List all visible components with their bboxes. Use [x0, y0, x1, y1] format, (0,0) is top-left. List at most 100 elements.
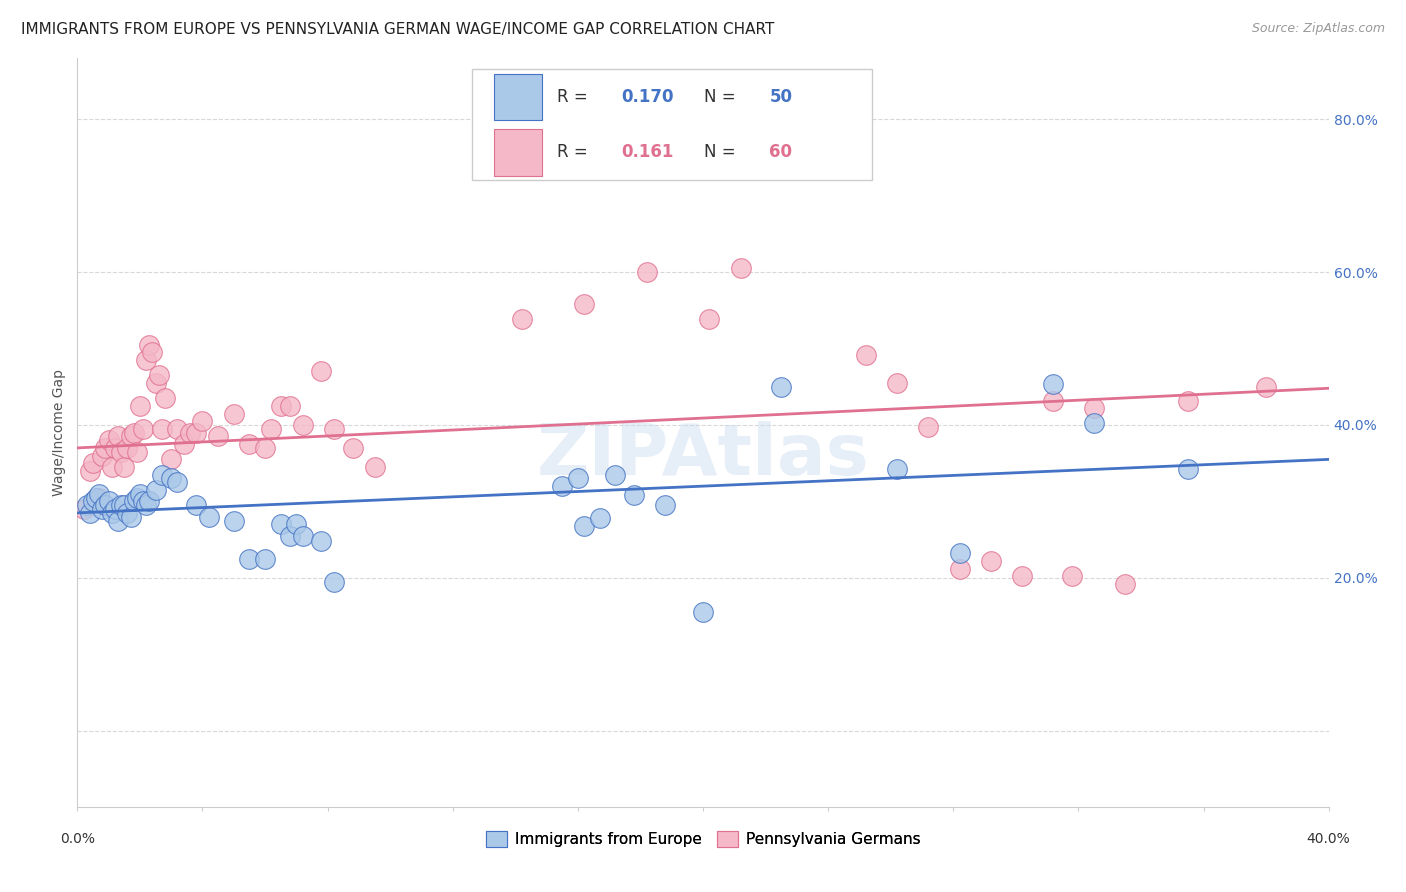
Point — [917, 419, 939, 434]
Text: R =: R = — [557, 88, 592, 106]
Point — [730, 261, 752, 276]
Point — [89, 487, 111, 501]
Point — [110, 498, 132, 512]
Point — [79, 464, 101, 478]
Point — [1177, 393, 1199, 408]
Point — [107, 514, 129, 528]
Text: IMMIGRANTS FROM EUROPE VS PENNSYLVANIA GERMAN WAGE/INCOME GAP CORRELATION CHART: IMMIGRANTS FROM EUROPE VS PENNSYLVANIA G… — [21, 22, 775, 37]
Point — [855, 348, 877, 362]
Point — [572, 519, 595, 533]
Point — [342, 441, 364, 455]
Text: 0.161: 0.161 — [621, 144, 673, 161]
Point — [79, 506, 101, 520]
Point — [117, 441, 139, 455]
Point — [278, 529, 301, 543]
Point — [623, 488, 645, 502]
Point — [110, 444, 132, 458]
Point — [311, 364, 333, 378]
Point — [605, 467, 627, 482]
Point — [510, 312, 533, 326]
Point — [145, 376, 167, 390]
Text: N =: N = — [704, 88, 741, 106]
Point — [72, 502, 94, 516]
Point — [132, 494, 155, 508]
Point — [692, 605, 714, 619]
Point — [654, 498, 676, 512]
Point — [91, 449, 114, 463]
Point — [141, 345, 163, 359]
Text: Source: ZipAtlas.com: Source: ZipAtlas.com — [1251, 22, 1385, 36]
Point — [150, 422, 173, 436]
Point — [104, 502, 127, 516]
Point — [1254, 380, 1277, 394]
Point — [76, 498, 98, 512]
Point — [100, 506, 122, 520]
Point — [207, 429, 229, 443]
Point — [107, 429, 129, 443]
FancyBboxPatch shape — [494, 129, 541, 176]
Point — [94, 498, 117, 512]
Point — [179, 425, 201, 440]
Point — [948, 546, 970, 560]
Point — [138, 494, 160, 508]
Point — [278, 399, 301, 413]
Point — [166, 475, 188, 490]
Point — [238, 551, 260, 566]
Point — [153, 391, 176, 405]
Point — [270, 399, 292, 413]
Point — [160, 452, 183, 467]
Point — [1011, 569, 1033, 583]
Point — [125, 491, 148, 505]
Point — [104, 441, 127, 455]
Point — [191, 414, 214, 428]
Point — [197, 509, 219, 524]
Point — [886, 462, 908, 476]
Point — [886, 376, 908, 390]
Point — [238, 437, 260, 451]
Point — [222, 514, 245, 528]
Point — [135, 353, 157, 368]
Point — [948, 562, 970, 576]
Point — [589, 511, 612, 525]
Point — [94, 441, 117, 455]
Point — [311, 534, 333, 549]
Point — [120, 429, 142, 443]
Point — [89, 491, 111, 505]
Point — [150, 467, 173, 482]
Point — [980, 554, 1002, 568]
Point — [291, 529, 314, 543]
Point — [285, 517, 308, 532]
Point — [1177, 462, 1199, 476]
Text: 0.0%: 0.0% — [60, 831, 94, 846]
Point — [770, 380, 793, 394]
Y-axis label: Wage/Income Gap: Wage/Income Gap — [52, 369, 66, 496]
Point — [1083, 401, 1105, 416]
Point — [186, 498, 208, 512]
Point — [1042, 377, 1064, 392]
Text: 50: 50 — [769, 88, 793, 106]
Text: 40.0%: 40.0% — [1306, 831, 1351, 846]
Point — [135, 498, 157, 512]
Point — [122, 425, 145, 440]
Point — [636, 265, 658, 279]
Text: 60: 60 — [769, 144, 793, 161]
Point — [551, 479, 574, 493]
Point — [322, 574, 344, 589]
Point — [112, 460, 135, 475]
Point — [260, 422, 283, 436]
Point — [173, 437, 195, 451]
Point — [1042, 393, 1064, 408]
Point — [1062, 569, 1084, 583]
Text: ZIPAtlas: ZIPAtlas — [537, 421, 869, 490]
Point — [697, 312, 720, 326]
Point — [148, 368, 170, 383]
Text: N =: N = — [704, 144, 741, 161]
Point — [84, 491, 107, 505]
Point — [1083, 417, 1105, 431]
Point — [117, 506, 139, 520]
Point — [253, 441, 276, 455]
Point — [253, 551, 276, 566]
Point — [322, 422, 344, 436]
Point — [112, 498, 135, 512]
Legend: Immigrants from Europe, Pennsylvania Germans: Immigrants from Europe, Pennsylvania Ger… — [479, 825, 927, 854]
